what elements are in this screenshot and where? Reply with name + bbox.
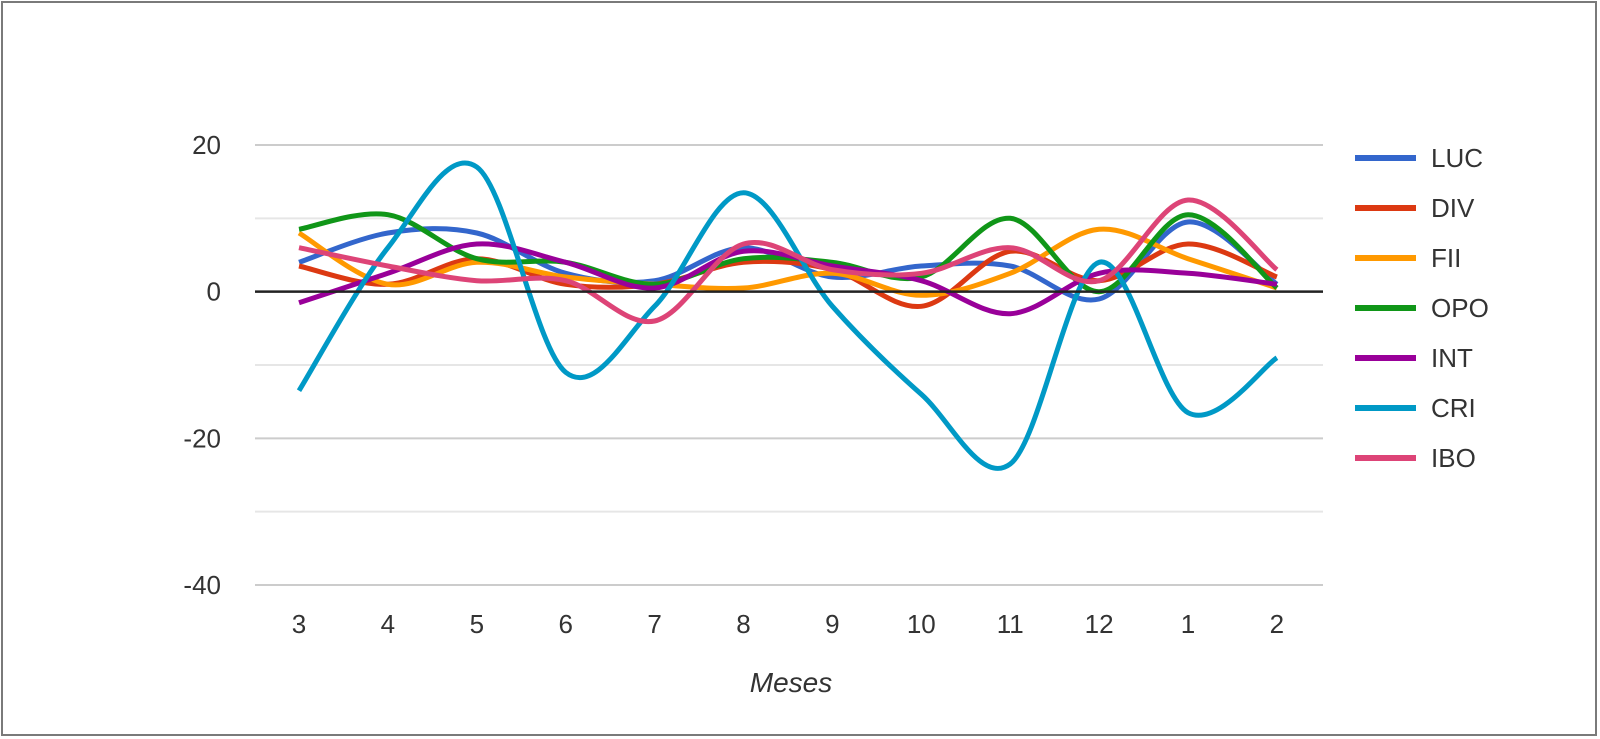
x-tick-label: 11 <box>997 609 1024 639</box>
x-axis-label: Meses <box>750 667 832 698</box>
x-tick-label: 7 <box>647 609 661 639</box>
x-tick-label: 5 <box>470 609 484 639</box>
legend-label: OPO <box>1431 293 1489 323</box>
legend-item-opo: OPO <box>1355 293 1489 323</box>
legend-label: DIV <box>1431 193 1475 223</box>
series-line-fii <box>297 226 1278 298</box>
x-tick-label: 9 <box>825 609 839 639</box>
line-chart: 200-20-40 3 4 5 6 7 8 9 10 11 12 1 2 LUCDIVFIIOPOIN… <box>183 130 1489 698</box>
y-axis-ticks: 20 0 -20 -40 <box>183 130 221 600</box>
y-tick-label: 20 <box>192 130 221 160</box>
x-tick-label: 1 <box>1181 609 1195 639</box>
x-tick-label: 10 <box>907 609 936 639</box>
legend-item-ibo: IBO <box>1355 443 1476 473</box>
series-lines <box>255 160 1323 471</box>
legend-label: CRI <box>1431 393 1476 423</box>
series-line-cri <box>296 160 1279 471</box>
legend-item-int: INT <box>1355 343 1473 373</box>
x-tick-label: 12 <box>1085 609 1114 639</box>
x-tick-label: 2 <box>1270 609 1284 639</box>
series-line-int <box>298 241 1278 317</box>
x-tick-label: 6 <box>558 609 572 639</box>
x-axis-ticks: 3 4 5 6 7 8 9 10 11 12 1 2 <box>292 609 1284 639</box>
y-tick-label: -40 <box>183 570 221 600</box>
legend-item-cri: CRI <box>1355 393 1476 423</box>
legend-label: IBO <box>1431 443 1476 473</box>
series-line-ibo <box>298 197 1279 325</box>
legend-label: FII <box>1431 243 1461 273</box>
legend-item-div: DIV <box>1355 193 1475 223</box>
x-tick-label: 8 <box>736 609 750 639</box>
legend: LUC DIV FII OPO INT CRI IBO <box>1355 143 1489 473</box>
legend-label: LUC <box>1431 143 1483 173</box>
legend-label: INT <box>1431 343 1473 373</box>
legend-item-luc: LUC <box>1355 143 1483 173</box>
y-tick-label: -20 <box>183 423 221 453</box>
legend-item-fii: FII <box>1355 243 1461 273</box>
grid-lines <box>255 144 1323 586</box>
x-tick-label: 4 <box>381 609 395 639</box>
x-tick-label: 3 <box>292 609 306 639</box>
y-tick-label: 0 <box>207 277 221 307</box>
